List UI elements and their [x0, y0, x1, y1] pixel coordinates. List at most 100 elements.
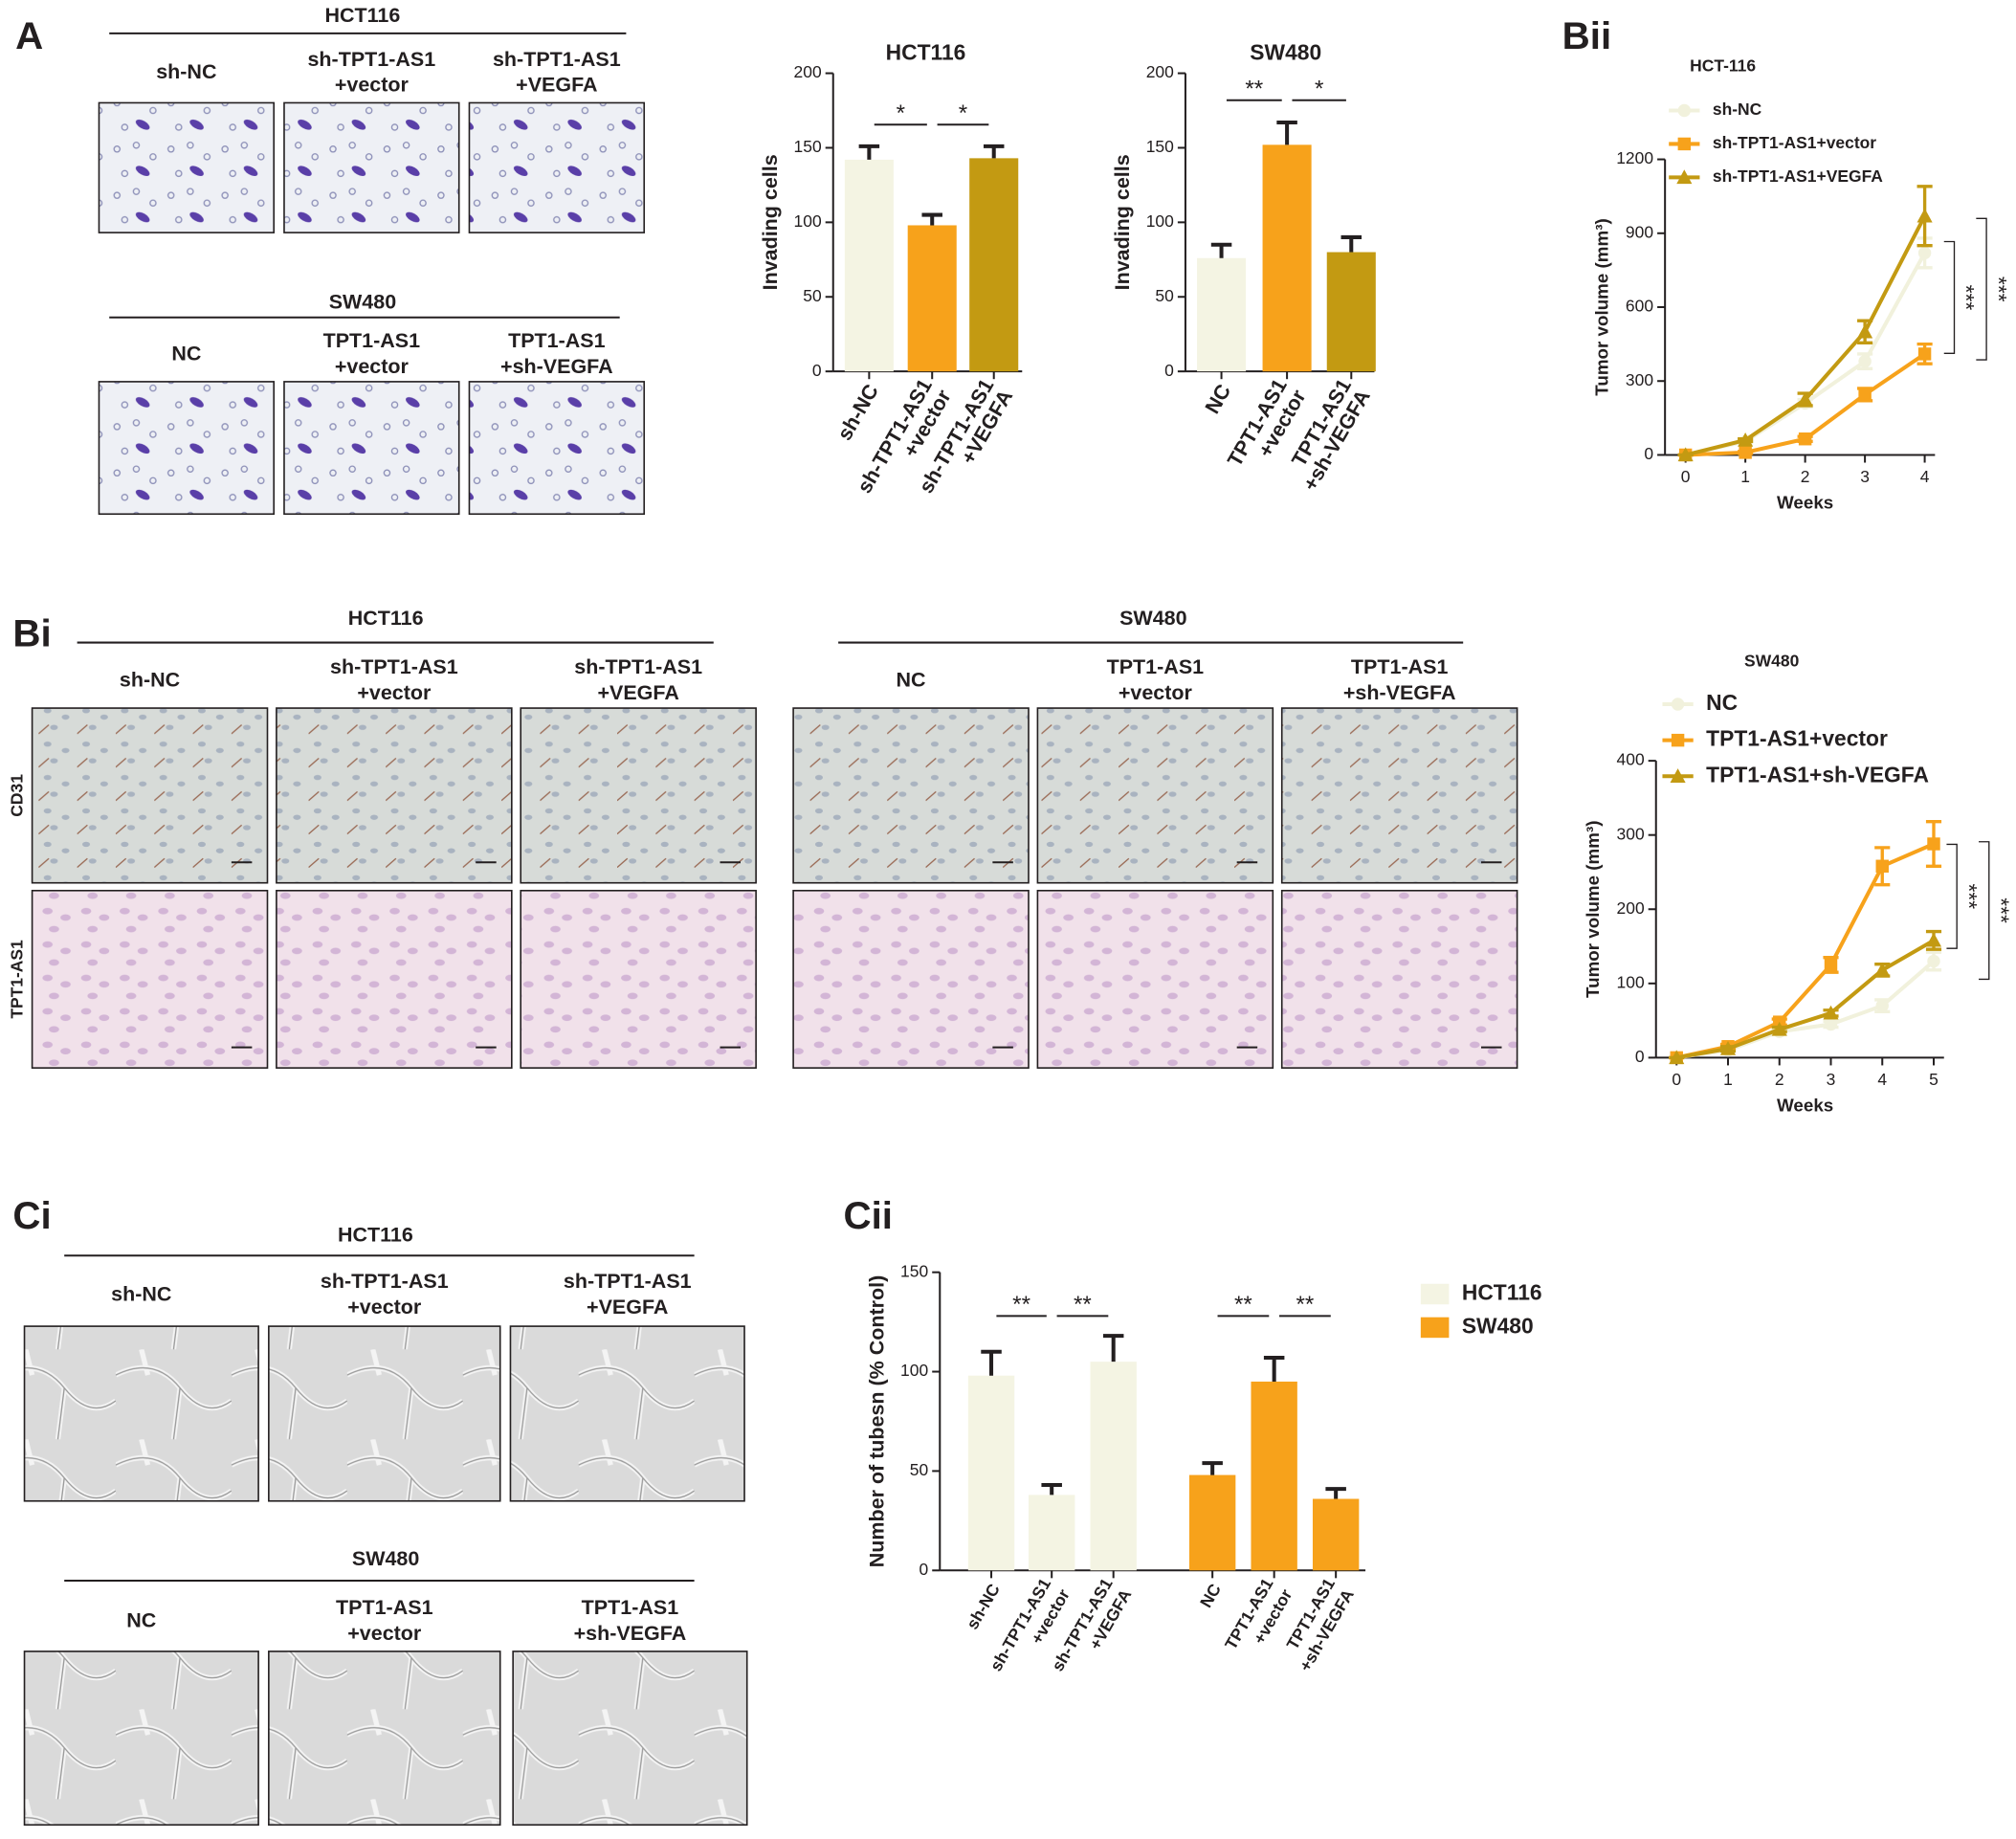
y-tick-label: 1200	[1616, 148, 1653, 167]
marker	[1671, 733, 1685, 747]
y-tick-label: 300	[1626, 370, 1653, 389]
y-tick-label: 600	[1626, 297, 1653, 316]
condition-label: +sh-VEGFA	[1343, 681, 1456, 704]
marker	[1927, 954, 1940, 968]
marker	[1798, 432, 1812, 446]
condition-label: +VEGFA	[516, 74, 597, 97]
bar	[1197, 257, 1247, 372]
chart-title: SW480	[1250, 39, 1321, 64]
condition-label: NC	[126, 1609, 156, 1632]
y-axis-label: Tumor volume (mm³)	[1592, 218, 1612, 396]
micrograph	[468, 101, 646, 233]
micrograph	[792, 889, 1030, 1069]
marker	[1824, 958, 1838, 972]
micrograph	[23, 1651, 259, 1827]
condition-label: +vector	[357, 681, 432, 704]
x-tick-label: sh-NC	[833, 381, 883, 445]
condition-label: sh-TPT1-AS1	[307, 48, 435, 71]
error-bar	[1210, 242, 1232, 258]
marker	[1670, 768, 1686, 783]
x-tick-label: 0	[1681, 467, 1691, 486]
error-bar	[1041, 1482, 1062, 1496]
micrograph	[31, 707, 269, 884]
y-tick-label: 300	[1617, 824, 1645, 843]
x-tick-label-group: sh-NC	[833, 381, 883, 445]
error-bar	[981, 1349, 1002, 1376]
y-tick-label: 0	[1164, 361, 1174, 380]
marker	[1916, 208, 1933, 223]
significance-label: ***	[1957, 883, 1982, 909]
condition-label: sh-TPT1-AS1	[321, 1270, 449, 1293]
significance-bracket	[1943, 240, 1956, 355]
x-tick-label-group: NC	[1201, 381, 1235, 418]
significance-label: *	[1315, 76, 1324, 101]
condition-label: TPT1-AS1	[508, 329, 606, 352]
marker	[1677, 103, 1692, 118]
x-tick-label-group: TPT1-AS1+sh-VEGFA	[1283, 1575, 1359, 1674]
y-tick-label: 0	[919, 1560, 928, 1579]
y-tick-label: 200	[1617, 898, 1645, 918]
legend-label: sh-TPT1-AS1+vector	[1713, 133, 1876, 152]
error-bar	[921, 212, 942, 226]
condition-label: +vector	[335, 74, 410, 97]
legend-label: sh-TPT1-AS1+VEGFA	[1713, 166, 1883, 186]
marker	[1677, 137, 1692, 151]
micrograph	[1036, 707, 1274, 884]
stain-label: TPT1-AS1	[7, 940, 26, 1019]
marker	[1797, 391, 1813, 407]
error-bar	[983, 144, 1005, 159]
significance-label: ***	[1986, 277, 2011, 302]
significance-label: *	[897, 100, 906, 126]
x-tick-label: sh-NC	[963, 1580, 1004, 1632]
x-tick-label: 0	[1672, 1070, 1681, 1089]
micrograph	[276, 889, 513, 1069]
x-axis-label: Weeks	[1777, 492, 1833, 512]
micrograph	[98, 101, 276, 233]
condition-label: sh-TPT1-AS1	[493, 48, 621, 71]
legend-label: HCT116	[1462, 1280, 1542, 1305]
panel-label: Bi	[12, 611, 51, 654]
x-tick-label: NC	[1196, 1580, 1225, 1610]
group-title: SW480	[329, 291, 397, 314]
series-line	[1675, 939, 1936, 1060]
condition-label: +vector	[1119, 681, 1193, 704]
condition-label: TPT1-AS1	[323, 329, 421, 352]
marker	[1671, 698, 1685, 711]
y-tick-label: 0	[1635, 1047, 1645, 1066]
y-tick-label: 150	[900, 1261, 928, 1280]
micrograph	[468, 381, 646, 516]
condition-label: sh-NC	[120, 669, 180, 692]
chart-title: SW480	[1744, 651, 1799, 670]
significance-label: ***	[1954, 285, 1979, 311]
x-tick-label-group: NC	[1196, 1580, 1225, 1610]
significance-label: **	[1245, 76, 1263, 101]
error-bar	[1340, 234, 1362, 253]
condition-label: sh-TPT1-AS1	[564, 1270, 692, 1293]
micrograph	[283, 381, 460, 516]
error-bar	[1202, 1461, 1223, 1475]
y-tick-label: 200	[794, 62, 822, 81]
bar	[1188, 1474, 1236, 1571]
y-tick-label: 100	[794, 211, 822, 231]
legend-label: TPT1-AS1+vector	[1706, 726, 1888, 751]
y-tick-label: 200	[1146, 62, 1174, 81]
condition-label: TPT1-AS1	[582, 1596, 679, 1619]
bar	[1326, 252, 1376, 372]
x-tick-label: 2	[1801, 467, 1810, 486]
micrograph	[268, 1325, 501, 1502]
y-tick-label: 50	[1155, 286, 1174, 305]
chart-title: HCT116	[886, 39, 966, 64]
error-bar	[858, 144, 880, 160]
bar	[1251, 1381, 1297, 1571]
marker	[1677, 447, 1694, 462]
y-axis-label: Number of tubesn (% Control)	[865, 1275, 888, 1567]
marker	[1917, 246, 1932, 260]
y-tick-label: 50	[803, 286, 822, 305]
significance-bracket	[1979, 841, 1990, 981]
condition-label: +vector	[347, 1622, 422, 1645]
y-tick-label: 50	[910, 1460, 929, 1479]
error-bar	[1276, 120, 1297, 145]
x-tick-label: 2	[1775, 1070, 1784, 1089]
